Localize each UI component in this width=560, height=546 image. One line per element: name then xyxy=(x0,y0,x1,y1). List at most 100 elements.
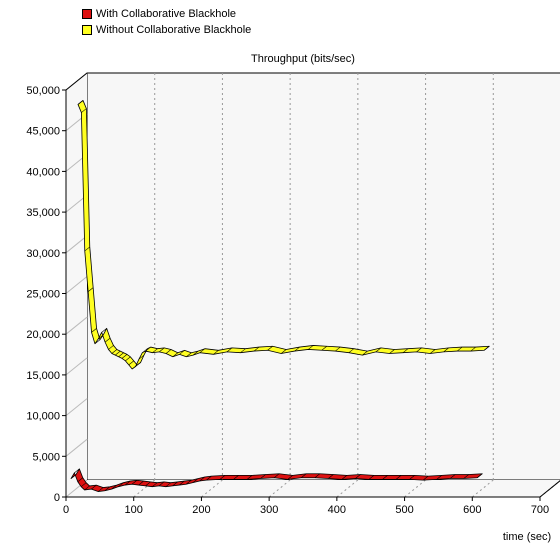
series-ribbon-edge-with xyxy=(233,475,239,480)
series-ribbon-edge-without xyxy=(138,354,145,360)
series-ribbon-edge-without xyxy=(108,345,114,350)
chart-walls xyxy=(66,72,560,497)
series-ribbon-edge-with xyxy=(74,468,80,474)
series-ribbon-edge-without xyxy=(429,349,436,354)
series-ribbon-edge-without xyxy=(389,349,395,354)
series-ribbon-edge-without xyxy=(172,352,178,357)
series-ribbon-edge-with xyxy=(77,477,83,483)
x-axis-title: time (sec) xyxy=(503,531,551,543)
series-ribbon-edge-without xyxy=(240,348,246,353)
series-ribbon-edge-without xyxy=(294,346,300,352)
series-ribbon-edge-without xyxy=(84,246,90,252)
series-ribbon-edge-with xyxy=(328,474,334,479)
x-tick-label: 300 xyxy=(260,504,278,516)
chart-title: Throughput (bits/sec) xyxy=(251,53,355,65)
series-ribbon-edge-without xyxy=(213,350,219,355)
series-ribbon-edge-without xyxy=(125,356,131,362)
series-ribbon-edge-with xyxy=(463,474,469,479)
series-ribbon-edge-without xyxy=(321,346,327,351)
series-ribbon-edge-with xyxy=(341,475,348,480)
series-ribbon-edge-without xyxy=(128,360,134,366)
series-ribbon-edge-without xyxy=(159,347,165,353)
series-ribbon-edge-without xyxy=(145,346,151,352)
series-ribbon-edge-without xyxy=(101,328,107,333)
series-ribbon-edge-with xyxy=(172,481,178,487)
y-tick-label: 40,000 xyxy=(26,166,60,178)
series-ribbon-edge-without xyxy=(253,346,260,352)
y-tick-label: 30,000 xyxy=(26,248,60,260)
series-ribbon-edge-with xyxy=(355,474,361,479)
series-ribbon-edge-with xyxy=(165,482,171,487)
series-ribbon-edge-without xyxy=(226,347,233,353)
series-ribbon-edge-with xyxy=(219,475,226,480)
series-ribbon-edge-with xyxy=(152,482,158,487)
series-ribbon-edge-without xyxy=(375,347,382,353)
series-ribbon-edge-with xyxy=(477,473,483,478)
series-ribbon-edge-with xyxy=(179,480,185,486)
series-ribbon-edge-with xyxy=(124,480,131,486)
legend-label-without: Without Collaborative Blackhole xyxy=(96,24,252,36)
grid-line-left-wall xyxy=(65,398,88,416)
series-ribbon-edge-with xyxy=(104,486,111,491)
y-tick-label: 0 xyxy=(54,492,60,504)
series-ribbon-edge-without xyxy=(118,352,124,357)
series-ribbon-edge-without xyxy=(87,287,94,292)
series-ribbon-edge-without xyxy=(115,350,121,356)
floor xyxy=(66,480,560,497)
x-tick-label: 200 xyxy=(192,504,210,516)
y-tick-label: 45,000 xyxy=(26,126,60,138)
grid-line-left-wall xyxy=(65,316,88,335)
legend-item-with[interactable]: With Collaborative Blackhole xyxy=(82,6,251,22)
grid-line-left-wall xyxy=(65,235,88,254)
series-ribbon-edge-with xyxy=(301,473,307,478)
series-ribbon-edge-with xyxy=(70,474,77,479)
series-ribbon-edge-with xyxy=(199,476,205,482)
series-ribbon-edge-with xyxy=(131,479,138,485)
series-ribbon-edge-with xyxy=(158,481,165,487)
series-ribbon-edge-without xyxy=(91,328,97,333)
chart-labels: 0 5,000 10,000 15,000 20,000 25,000 30,000 35,0… xyxy=(26,85,549,516)
series-ribbon-edge-without xyxy=(348,348,355,353)
top-depth-edge xyxy=(65,72,88,91)
y-tick-label: 20,000 xyxy=(26,329,60,341)
chart-axes xyxy=(62,72,560,501)
series-ribbon-edge-with xyxy=(192,478,199,483)
x-tick-label: 500 xyxy=(395,504,413,516)
series-ribbon-edge-without xyxy=(94,339,101,344)
series-ribbon-edge-with xyxy=(450,474,456,479)
series-ribbon-edge-without xyxy=(179,350,185,355)
legend-item-without[interactable]: Without Collaborative Blackhole xyxy=(82,22,251,38)
grid-line-left-wall xyxy=(65,276,88,294)
x-tick-label: 100 xyxy=(125,504,143,516)
series-ribbon-edge-with xyxy=(111,484,117,490)
series-ribbon-edge-with xyxy=(84,485,90,491)
series-ribbon-edge-without xyxy=(402,348,409,353)
y-tick-label: 35,000 xyxy=(26,207,60,219)
series-ribbon-edge-with xyxy=(368,475,375,480)
series-ribbon-edge-without xyxy=(443,347,449,353)
series-ribbon-edge-without xyxy=(142,348,148,353)
series-ribbon-edge-with xyxy=(80,482,87,487)
series-ribbon-edge-without xyxy=(457,346,463,352)
y-tick-label: 50,000 xyxy=(26,85,60,97)
grid-line-left-wall xyxy=(65,357,88,376)
legend-label-with: With Collaborative Blackhole xyxy=(96,8,237,20)
x-tick-label: 700 xyxy=(531,504,549,516)
series-ribbon-edge-with xyxy=(314,473,320,478)
y-tick-label: 25,000 xyxy=(26,289,60,301)
series-ribbon-edge-with xyxy=(409,475,415,480)
series-ribbon-edge-with xyxy=(395,475,402,480)
series-ribbon-edge-without xyxy=(81,108,87,113)
series-ribbon-edge-with xyxy=(260,474,266,479)
series-ribbon-edge-without xyxy=(135,362,141,367)
series-ribbon-edge-without xyxy=(308,345,314,350)
series-ribbon-edge-without xyxy=(335,346,341,352)
legend: With Collaborative Blackhole Without Col… xyxy=(82,6,251,38)
series-ribbon-edge-with xyxy=(145,481,151,487)
right-depth-edge xyxy=(539,480,560,498)
series-ribbon-edge-with xyxy=(97,487,104,492)
legend-swatch-without xyxy=(82,25,92,35)
series-ribbon-edge-with xyxy=(91,484,97,490)
x-tick-label: 400 xyxy=(328,504,346,516)
